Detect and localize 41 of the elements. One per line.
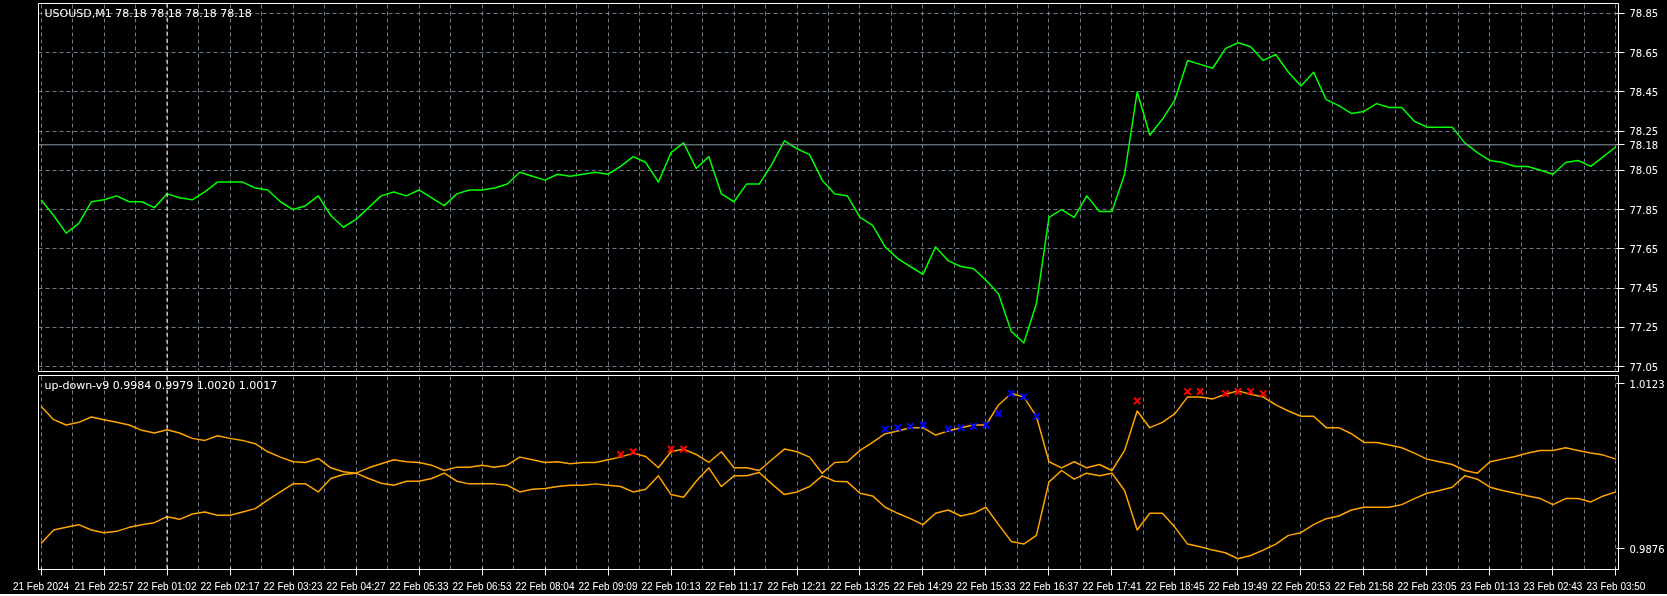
x-tick-label: 22 Feb 20:53 xyxy=(1271,580,1331,592)
y-tick-label: 78.65 xyxy=(1629,47,1659,59)
y-tick-label: 77.25 xyxy=(1629,322,1659,334)
y-tick-label: 0.9876 xyxy=(1629,543,1665,555)
x-tick-label: 22 Feb 08:04 xyxy=(515,580,575,592)
x-tick-label: 22 Feb 21:58 xyxy=(1334,580,1394,592)
y-tick-label: 78.85 xyxy=(1629,8,1659,20)
x-tick-label: 22 Feb 15:33 xyxy=(956,580,1016,592)
x-tick-label: 21 Feb 2024 xyxy=(12,580,70,592)
x-tick-label: 22 Feb 01:02 xyxy=(137,580,197,592)
x-tick-label: 22 Feb 10:13 xyxy=(641,580,701,592)
y-tick-label: 78.25 xyxy=(1629,126,1659,138)
x-tick-label: 22 Feb 06:53 xyxy=(452,580,512,592)
x-tick-label: 23 Feb 03:50 xyxy=(1586,580,1646,592)
x-tick-label: 22 Feb 09:09 xyxy=(578,580,638,592)
y-tick-label: 1.0123 xyxy=(1629,378,1665,390)
x-tick-label: 22 Feb 17:41 xyxy=(1082,580,1142,592)
x-tick-label: 22 Feb 02:17 xyxy=(200,580,260,592)
x-tick-label: 22 Feb 16:37 xyxy=(1019,580,1079,592)
chart-title: USOUSD,M1 78.18 78.18 78.18 78.18 xyxy=(44,6,252,20)
y-tick-label: 78.05 xyxy=(1629,165,1659,177)
y-tick-label: 77.65 xyxy=(1629,243,1659,255)
x-tick-label: 22 Feb 18:45 xyxy=(1145,580,1205,592)
x-tick-label: 22 Feb 11:17 xyxy=(704,580,764,592)
ref-line-label: 78.18 xyxy=(1629,139,1659,151)
x-tick-label: 21 Feb 22:57 xyxy=(74,580,134,592)
x-tick-label: 22 Feb 03:23 xyxy=(263,580,323,592)
x-tick-label: 23 Feb 02:43 xyxy=(1523,580,1583,592)
x-tick-label: 22 Feb 19:49 xyxy=(1208,580,1268,592)
x-tick-label: 22 Feb 14:29 xyxy=(893,580,953,592)
x-tick-label: 22 Feb 05:33 xyxy=(389,580,449,592)
x-tick-label: 22 Feb 04:27 xyxy=(326,580,386,592)
y-tick-label: 78.45 xyxy=(1629,86,1659,98)
x-tick-label: 22 Feb 12:21 xyxy=(767,580,827,592)
y-tick-label: 77.05 xyxy=(1629,361,1659,373)
x-tick-label: 22 Feb 23:05 xyxy=(1397,580,1457,592)
y-tick-label: 77.45 xyxy=(1629,283,1659,295)
x-tick-label: 22 Feb 13:25 xyxy=(830,580,890,592)
y-tick-label: 77.85 xyxy=(1629,204,1659,216)
x-tick-label: 23 Feb 01:13 xyxy=(1460,580,1520,592)
chart-title: up-down-v9 0.9984 0.9979 1.0020 1.0017 xyxy=(44,378,278,392)
